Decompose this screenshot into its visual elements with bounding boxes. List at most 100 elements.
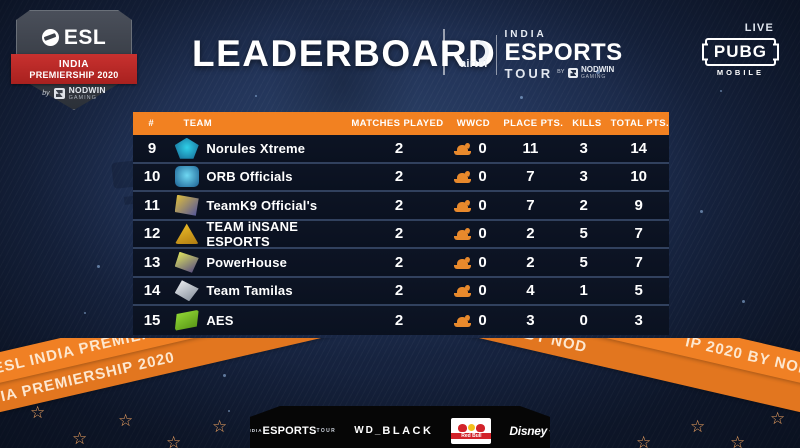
table-row[interactable]: 10 ORB Officials 2 0 7 3 10 <box>133 163 669 192</box>
team-logo-teamk9 <box>171 194 202 216</box>
esl-partner: by NODWIN GAMING <box>16 86 132 102</box>
chicken-dinner-icon <box>454 142 472 155</box>
leaderboard-table: # TEAM MATCHES PLAYED WWCD PLACE PTS. KI… <box>133 112 669 335</box>
sponsor-wd-bottom: BLACK <box>382 424 434 437</box>
cell-wwcd: 0 <box>439 225 501 242</box>
tour-india-label: INDIA <box>504 29 547 40</box>
tour-tour-label: TOUR <box>504 65 554 81</box>
sponsor-redbull: Red Bull <box>451 418 492 444</box>
background-speck <box>742 300 745 303</box>
cell-team-name: AES <box>206 312 234 328</box>
ribbon-star-icon: ☆ <box>166 433 182 448</box>
tour-nodwin-name: NODWIN <box>580 65 615 74</box>
tour-esports-label: ESPORTS <box>504 39 623 66</box>
team-logo-norules-xtreme <box>171 137 202 159</box>
ribbon-star-icon: ☆ <box>690 417 706 436</box>
esl-wordmark: ESL <box>16 20 132 54</box>
cell-wwcd: 0 <box>439 140 501 157</box>
cell-wwcd: 0 <box>439 254 501 271</box>
esports-tour-wordmark: INDIA ESPORTS TOUR BY NODWIN GAMING <box>504 29 623 81</box>
cell-matches-played: 2 <box>394 139 404 157</box>
cell-rank: 10 <box>143 168 161 186</box>
footer-ribbons: ESL INDIA PREMIERSHIP 2020 INDIA PREMIER… <box>0 338 800 448</box>
page-title: LEADERBOARD <box>192 33 497 74</box>
cell-team-name: TEAM iNSANE ESPORTS <box>206 218 299 249</box>
table-row[interactable]: 14 Team Tamilas 2 0 4 1 5 <box>133 277 669 306</box>
nodwin-icon <box>53 88 65 99</box>
sponsor-wd-black: WD_ BLACK <box>354 424 434 437</box>
nodwin-icon-small <box>568 68 579 78</box>
cell-team-name: PowerHouse <box>206 254 288 270</box>
esl-ribbon-line1: INDIA <box>58 58 90 70</box>
table-row[interactable]: 13 PowerHouse 2 0 2 5 7 <box>133 249 669 278</box>
esl-name: ESL <box>63 25 107 49</box>
cell-total-pts: 7 <box>634 253 643 271</box>
sponsor-disney-label: Disney <box>509 424 547 438</box>
ribbon-star-icon: ☆ <box>636 433 652 448</box>
background-speck <box>255 95 257 97</box>
pubg-mobile-logo: PUBG MOBILE <box>704 38 776 77</box>
chicken-dinner-icon <box>454 170 472 184</box>
tour-nodwin-sub: GAMING <box>580 74 607 80</box>
cell-place-pts: 7 <box>526 196 535 214</box>
cell-wwcd-value: 0 <box>478 139 487 157</box>
table-row[interactable]: 15 AES 2 0 3 0 3 <box>133 306 669 335</box>
team-logo-team-insane <box>171 223 202 245</box>
cell-kills: 3 <box>579 168 588 186</box>
table-row[interactable]: 12 TEAM iNSANE ESPORTS 2 0 2 5 7 <box>133 218 669 249</box>
sponsor-disney-plus: + <box>549 426 550 436</box>
cell-wwcd: 0 <box>439 312 501 329</box>
tour-by-label: BY <box>557 69 565 76</box>
table-body: 9 Norules Xtreme 2 0 11 3 14 10 ORB Officials 2 0 7… <box>133 135 669 335</box>
cell-matches-played: 2 <box>394 311 404 329</box>
column-header-place-pts: PLACE PTS. <box>503 118 564 129</box>
esl-circle-icon <box>41 28 59 46</box>
cell-total-pts: 5 <box>634 282 643 300</box>
cell-kills: 1 <box>579 282 588 300</box>
airtel-swirl-icon <box>464 40 483 57</box>
cell-kills: 0 <box>579 311 588 329</box>
ribbon-star-icon: ☆ <box>770 409 786 428</box>
background-speck <box>97 265 100 268</box>
cell-total-pts: 14 <box>630 139 648 157</box>
cell-wwcd-value: 0 <box>478 225 487 243</box>
background-speck <box>223 374 226 377</box>
esl-ribbon: INDIA PREMIERSHIP 2020 <box>11 54 137 84</box>
tour-divider <box>495 35 497 75</box>
cell-wwcd-value: 0 <box>478 253 487 271</box>
cell-wwcd-value: 0 <box>478 196 487 214</box>
chicken-dinner-icon <box>454 256 472 269</box>
column-header-rank: # <box>148 118 155 129</box>
live-indicator: LIVE <box>744 22 774 34</box>
sponsor-disney-hotstar: Disney + hotstar <box>509 424 550 438</box>
background-speck <box>84 312 86 314</box>
cell-wwcd-value: 0 <box>478 311 487 329</box>
table-row[interactable]: 11 TeamK9 Official's 2 0 7 2 9 <box>133 192 669 221</box>
sponsor-et-india: INDIA <box>245 427 263 433</box>
chicken-dinner-icon <box>454 314 472 327</box>
background-speck <box>520 96 523 99</box>
column-header-team: TEAM <box>183 118 213 129</box>
esl-ribbon-line2: PREMIERSHIP 2020 <box>29 69 119 80</box>
chicken-dinner-icon <box>454 227 472 241</box>
cell-team-name: TeamK9 Official's <box>206 197 318 213</box>
nodwin-sub: GAMING <box>68 95 97 101</box>
table-row[interactable]: 9 Norules Xtreme 2 0 11 3 14 <box>133 135 669 164</box>
background-speck <box>228 410 230 412</box>
background-speck <box>390 60 392 62</box>
cell-wwcd-value: 0 <box>478 168 487 186</box>
column-header-kills: KILLS <box>572 118 602 129</box>
cell-kills: 5 <box>579 253 588 271</box>
cell-total-pts: 3 <box>634 311 643 329</box>
ribbon-star-icon: ☆ <box>730 433 746 448</box>
cell-place-pts: 2 <box>526 225 535 243</box>
column-header-total-pts: TOTAL PTS. <box>610 118 669 129</box>
team-logo-powerhouse <box>171 251 202 273</box>
cell-wwcd: 0 <box>439 282 501 299</box>
cell-wwcd: 0 <box>439 168 501 185</box>
cell-rank: 9 <box>147 139 157 157</box>
cell-kills: 2 <box>579 196 588 214</box>
background-speck <box>596 70 600 74</box>
cell-team-name: Team Tamilas <box>206 283 293 299</box>
